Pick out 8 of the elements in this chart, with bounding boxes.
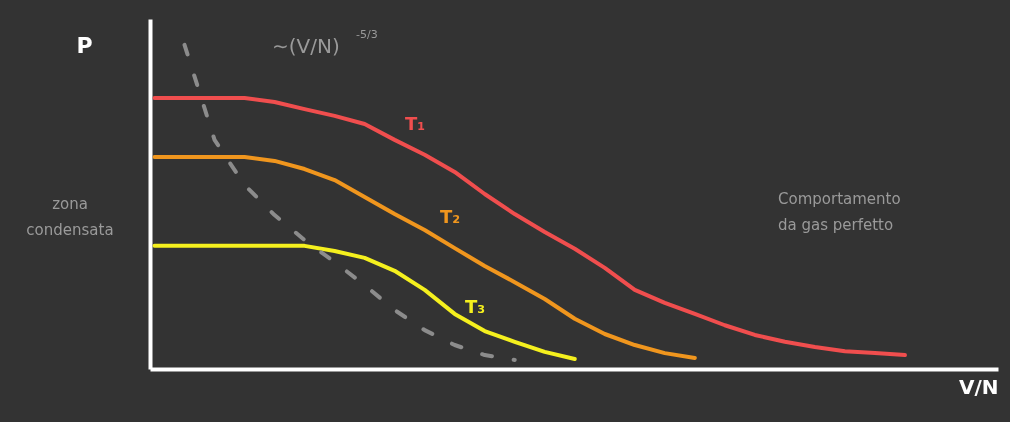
series-label: T₃ <box>464 296 486 317</box>
text: zona condensata <box>26 195 114 239</box>
x-axis-title: V/N <box>958 374 999 399</box>
annotation: Comportamento da gas perfetto <box>778 190 901 234</box>
series-label: T₁ <box>404 113 426 134</box>
annotation: ∼(V/N)-5/3 <box>272 28 378 58</box>
series-label: T₂ <box>439 206 461 227</box>
y-axis-title: P <box>76 32 93 58</box>
